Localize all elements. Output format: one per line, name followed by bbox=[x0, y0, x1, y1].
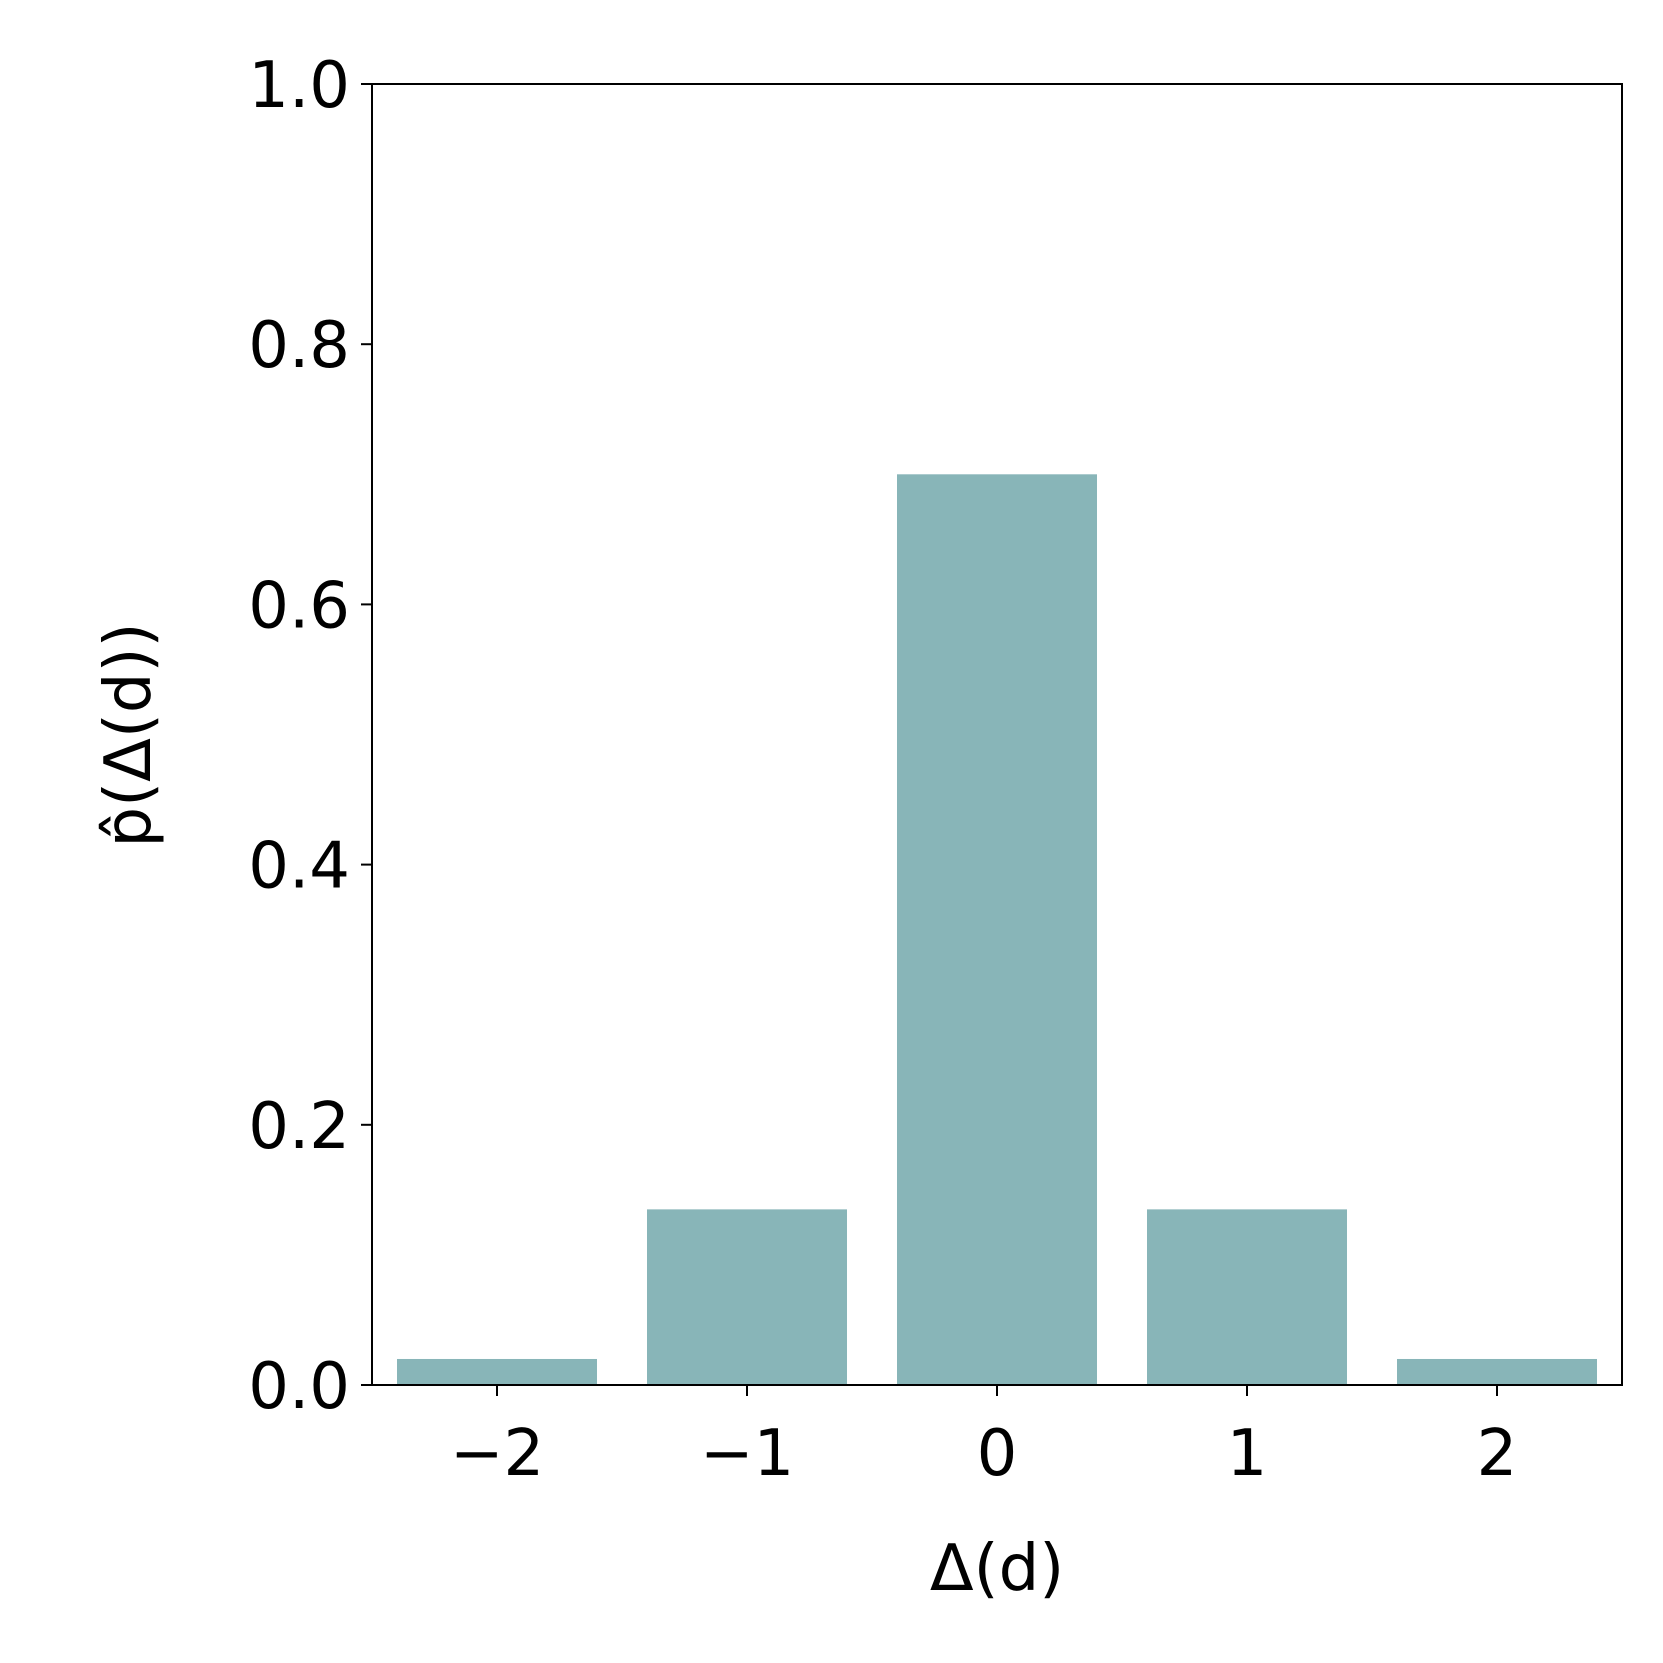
x-tick-label: −2 bbox=[450, 1417, 544, 1491]
bar bbox=[647, 1209, 847, 1385]
bar bbox=[1397, 1358, 1597, 1385]
bar bbox=[1147, 1209, 1347, 1385]
x-tick-label: 0 bbox=[977, 1417, 1018, 1491]
y-tick-label: 1.0 bbox=[248, 49, 350, 123]
x-axis-label: Δ(d) bbox=[930, 1532, 1064, 1606]
y-tick-label: 0.0 bbox=[248, 1350, 350, 1424]
y-axis-label: p̂(Δ(d)) bbox=[92, 623, 166, 848]
y-tick-label: 0.8 bbox=[248, 309, 350, 383]
bar bbox=[397, 1358, 597, 1385]
bar bbox=[897, 474, 1097, 1385]
x-tick-label: 2 bbox=[1477, 1417, 1518, 1491]
plot-frame bbox=[371, 83, 1623, 1386]
x-tick-label: 1 bbox=[1227, 1417, 1268, 1491]
x-tick-label: −1 bbox=[700, 1417, 794, 1491]
y-tick-label: 0.6 bbox=[248, 569, 350, 643]
y-tick-label: 0.4 bbox=[248, 830, 350, 904]
y-tick-label: 0.2 bbox=[248, 1090, 350, 1164]
